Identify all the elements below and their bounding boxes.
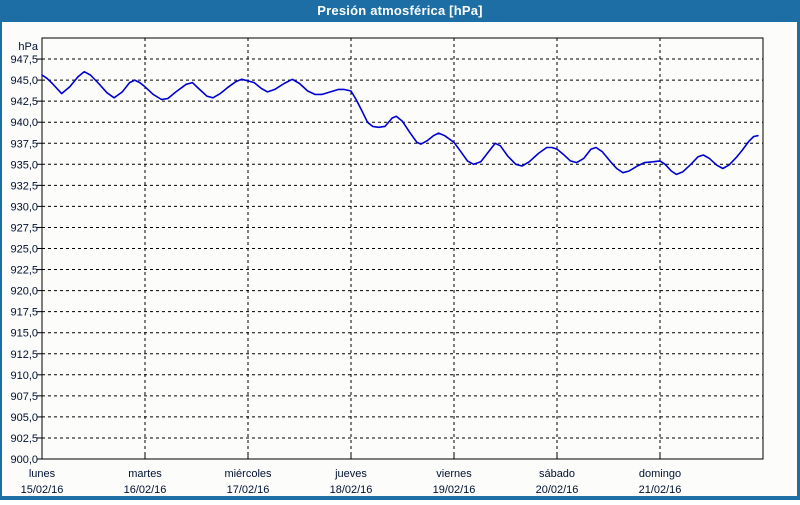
- y-tick-label: 935,0: [10, 159, 38, 171]
- pressure-chart: 947,5 945,0 942,5 940,0 937,5 935,0 932,5 930,0…: [0, 22, 800, 496]
- day-date-label: 17/02/16: [227, 484, 270, 496]
- y-tick-label: 902,5: [10, 433, 38, 445]
- chart-title: Presión atmosférica [hPa]: [317, 3, 483, 18]
- day-name-label: miércoles: [224, 468, 272, 480]
- y-tick-label: 937,5: [10, 138, 38, 150]
- y-axis-unit-label: hPa: [18, 41, 38, 53]
- day-name-label: domingo: [639, 468, 681, 480]
- y-tick-label: 905,0: [10, 412, 38, 424]
- y-tick-label: 900,0: [10, 454, 38, 466]
- window-title-bar: Presión atmosférica [hPa]: [0, 0, 800, 22]
- y-tick-label: 907,5: [10, 391, 38, 403]
- y-tick-label: 932,5: [10, 180, 38, 192]
- y-tick-label: 930,0: [10, 201, 38, 213]
- day-date-label: 21/02/16: [639, 484, 682, 496]
- day-date-label: 16/02/16: [124, 484, 167, 496]
- y-tick-label: 912,5: [10, 349, 38, 361]
- y-tick-label: 925,0: [10, 244, 38, 256]
- day-date-label: 20/02/16: [536, 484, 579, 496]
- day-name-label: lunes: [29, 468, 56, 480]
- y-tick-label: 947,5: [10, 54, 38, 66]
- y-tick-label: 942,5: [10, 96, 38, 108]
- y-tick-label: 927,5: [10, 222, 38, 234]
- y-tick-label: 940,0: [10, 117, 38, 129]
- y-tick-label: 920,0: [10, 286, 38, 298]
- y-tick-label: 910,0: [10, 370, 38, 382]
- chart-canvas: 947,5 945,0 942,5 940,0 937,5 935,0 932,5 930,0…: [10, 37, 764, 496]
- y-tick-label: 917,5: [10, 307, 38, 319]
- day-name-label: martes: [128, 468, 162, 480]
- day-date-label: 18/02/16: [330, 484, 373, 496]
- y-tick-label: 945,0: [10, 75, 38, 87]
- day-date-label: 15/02/16: [21, 484, 64, 496]
- y-tick-label: 915,0: [10, 328, 38, 340]
- day-name-label: viernes: [436, 468, 472, 480]
- y-tick-label: 922,5: [10, 265, 38, 277]
- day-date-label: 19/02/16: [433, 484, 476, 496]
- day-name-label: jueves: [334, 468, 367, 480]
- day-name-label: sábado: [539, 468, 575, 480]
- pressure-line: [41, 70, 759, 176]
